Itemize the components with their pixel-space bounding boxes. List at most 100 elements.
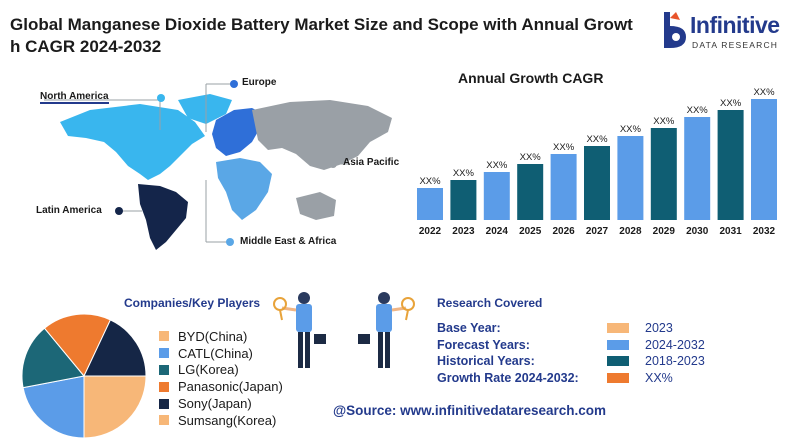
region-australia	[296, 192, 336, 220]
research-label: Growth Rate 2024-2032:	[437, 370, 579, 385]
logo-mark-icon	[664, 12, 686, 48]
bar-2024	[483, 172, 510, 220]
legend-swatch	[159, 415, 169, 426]
legend-item: Panasonic(Japan)	[159, 378, 283, 395]
research-covered-table: Base Year: 2023 Forecast Years: 2024-2032 Hi…	[437, 320, 705, 386]
bar-data-label: XX%	[419, 176, 441, 187]
x-tick-label: 2025	[519, 226, 542, 237]
research-swatch	[607, 372, 629, 383]
bar-data-label: XX%	[620, 124, 642, 135]
legend-swatch	[159, 348, 169, 359]
companies-pie-chart	[21, 313, 147, 439]
logo-tagline: DATA RESEARCH	[692, 40, 779, 50]
world-map-svg	[44, 80, 392, 250]
analyst-right-figure	[358, 292, 415, 368]
label-middle-east-africa: Middle East & Africa	[240, 236, 337, 247]
bar-2031	[717, 110, 744, 220]
bar-data-label: XX%	[586, 134, 608, 145]
x-tick-label: 2029	[653, 226, 676, 237]
research-row: Historical Years: 2018-2023	[437, 353, 705, 370]
research-row: Base Year: 2023	[437, 320, 705, 337]
research-swatch	[607, 339, 629, 350]
logo-name: Infinitive	[690, 12, 780, 38]
bar-data-label: XX%	[453, 168, 475, 179]
research-value: 2023	[645, 321, 673, 336]
asia-pacific-dot	[329, 160, 337, 168]
bar-data-label: XX%	[520, 152, 542, 163]
companies-legend: BYD(China) CATL(China) LG(Korea) Panasonic(…	[159, 328, 283, 429]
pie-slice	[21, 327, 85, 389]
label-europe: Europe	[242, 77, 277, 88]
bar-2025	[517, 164, 544, 220]
analysts-illustration	[273, 292, 415, 368]
bar-data-label: XX%	[720, 98, 742, 109]
legend-label: BYD(China)	[178, 328, 248, 344]
label-north-america: North America	[40, 91, 109, 104]
region-latin-america	[138, 184, 188, 250]
legend-swatch	[159, 381, 169, 392]
legend-swatch	[159, 364, 169, 375]
region-asia-pacific	[252, 100, 392, 170]
companies-title: Companies/Key Players	[124, 296, 261, 310]
legend-label: LG(Korea)	[178, 362, 239, 378]
bar-data-label: XX%	[653, 116, 675, 127]
legend-item: CATL(China)	[159, 345, 283, 362]
bar-2029	[650, 128, 677, 220]
legend-label: Sumsang(Korea)	[178, 412, 277, 428]
bar-data-label: XX%	[687, 105, 709, 116]
label-asia-pacific: Asia Pacific	[343, 157, 400, 168]
latin-america-dot	[115, 207, 123, 215]
research-label: Base Year:	[437, 321, 501, 336]
mea-dot	[226, 238, 234, 246]
legend-swatch	[159, 398, 169, 409]
research-title: Research Covered	[437, 296, 543, 310]
x-tick-label: 2026	[552, 226, 575, 237]
bar-2023	[450, 180, 477, 220]
x-tick-label: 2028	[619, 226, 642, 237]
bar-2022	[417, 188, 443, 220]
pie-slice	[22, 375, 85, 439]
bar-2030	[684, 117, 711, 220]
bar-2028	[617, 136, 644, 220]
brand-logo: Infinitive DATA RESEARCH	[662, 10, 792, 54]
europe-dot	[230, 80, 238, 88]
bar-2026	[550, 154, 577, 220]
pie-slice	[83, 319, 147, 377]
x-tick-label: 2030	[686, 226, 709, 237]
legend-item: Sony(Japan)	[159, 395, 283, 412]
north-america-dot	[157, 94, 165, 102]
region-north-america	[60, 104, 205, 180]
chart-title: Annual Growth CAGR	[458, 70, 604, 86]
x-tick-label: 2022	[419, 226, 442, 237]
region-europe	[212, 108, 264, 156]
world-map: North America Europe Asia Pacific Latin …	[20, 70, 420, 265]
research-swatch	[607, 323, 629, 334]
source-footer: @Source: www.infinitivedataresearch.com	[333, 403, 606, 418]
page-title: Global Manganese Dioxide Battery Market …	[10, 15, 633, 56]
research-row: Growth Rate 2024-2032: XX%	[437, 370, 705, 387]
region-middle-east-africa	[216, 158, 272, 220]
research-value: 2018-2023	[645, 354, 705, 369]
legend-label: Sony(Japan)	[178, 396, 252, 412]
bar-data-label: XX%	[486, 160, 508, 171]
research-row: Forecast Years: 2024-2032	[437, 337, 705, 354]
bar-2032	[751, 99, 777, 220]
research-value: XX%	[645, 370, 673, 385]
legend-label: CATL(China)	[178, 345, 253, 361]
analyst-left-figure	[273, 292, 326, 368]
bar-2027	[584, 146, 610, 220]
research-value: 2024-2032	[645, 337, 705, 352]
bar-data-label: XX%	[553, 142, 575, 153]
label-latin-america: Latin America	[36, 205, 102, 216]
bar-data-label: XX%	[753, 87, 775, 98]
legend-swatch	[159, 331, 169, 342]
x-tick-label: 2031	[719, 226, 742, 237]
pie-slice	[43, 313, 112, 377]
x-tick-label: 2024	[486, 226, 509, 237]
annual-growth-bar-chart: XX% 2022 XX% 2023 XX% 2024 XX% 2025 XX% 2026 XX% 20…	[417, 87, 777, 237]
research-swatch	[607, 356, 629, 367]
region-greenland	[178, 94, 232, 124]
x-tick-label: 2027	[586, 226, 609, 237]
legend-label: Panasonic(Japan)	[178, 379, 283, 395]
legend-item: LG(Korea)	[159, 362, 283, 379]
